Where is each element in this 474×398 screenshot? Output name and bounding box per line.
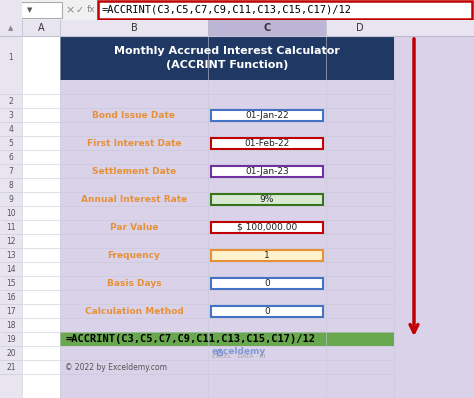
Text: =ACCRINT(C3,C5,C7,C9,C11,C13,C15,C17)/12: =ACCRINT(C3,C5,C7,C9,C11,C13,C15,C17)/12 (66, 334, 316, 344)
Text: C: C (264, 23, 271, 33)
Text: 01-Feb-22: 01-Feb-22 (245, 139, 290, 148)
Text: ×: × (65, 5, 75, 15)
Text: 9: 9 (9, 195, 13, 203)
Text: 6: 6 (9, 152, 13, 162)
Text: 20: 20 (6, 349, 16, 357)
FancyBboxPatch shape (60, 36, 474, 398)
Text: 0: 0 (264, 306, 270, 316)
FancyBboxPatch shape (211, 277, 323, 289)
Text: Par Value: Par Value (110, 222, 158, 232)
Text: 18: 18 (6, 320, 16, 330)
Text: Settlement Date: Settlement Date (92, 166, 176, 176)
Text: 2: 2 (9, 96, 13, 105)
Text: $ 100,000.00: $ 100,000.00 (237, 222, 297, 232)
FancyBboxPatch shape (208, 20, 326, 36)
FancyBboxPatch shape (2, 2, 62, 18)
FancyBboxPatch shape (60, 36, 394, 80)
Text: 8: 8 (9, 181, 13, 189)
Text: Monthly Accrued Interest Calculator: Monthly Accrued Interest Calculator (114, 46, 340, 56)
Text: 13: 13 (6, 250, 16, 259)
Text: 14: 14 (6, 265, 16, 273)
Text: 1: 1 (9, 53, 13, 62)
FancyBboxPatch shape (60, 332, 394, 346)
FancyBboxPatch shape (22, 36, 60, 398)
Text: Basis Days: Basis Days (107, 279, 161, 287)
Text: ▲: ▲ (9, 25, 14, 31)
Text: Frequency: Frequency (108, 250, 160, 259)
Text: A: A (38, 23, 44, 33)
FancyBboxPatch shape (211, 222, 323, 232)
Text: fx: fx (87, 6, 95, 14)
Text: Calculation Method: Calculation Method (85, 306, 183, 316)
FancyBboxPatch shape (0, 20, 474, 36)
Text: 9%: 9% (260, 195, 274, 203)
FancyBboxPatch shape (211, 109, 323, 121)
Text: D: D (356, 23, 364, 33)
Text: Bond Issue Date: Bond Issue Date (92, 111, 175, 119)
Text: 3: 3 (9, 111, 13, 119)
Text: 12: 12 (6, 236, 16, 246)
Text: ▼: ▼ (27, 7, 33, 13)
Text: 5: 5 (9, 139, 13, 148)
FancyBboxPatch shape (211, 166, 323, 176)
FancyBboxPatch shape (0, 0, 22, 398)
FancyBboxPatch shape (98, 1, 472, 19)
Text: 01-Jan-23: 01-Jan-23 (245, 166, 289, 176)
Text: exceldemy: exceldemy (212, 347, 266, 355)
FancyBboxPatch shape (211, 137, 323, 148)
Text: 01-Jan-22: 01-Jan-22 (245, 111, 289, 119)
Text: ✓: ✓ (76, 5, 84, 15)
Text: 15: 15 (6, 279, 16, 287)
Text: 19: 19 (6, 334, 16, 343)
Text: EXCEL · DATA · BI: EXCEL · DATA · BI (212, 353, 266, 359)
FancyBboxPatch shape (0, 0, 474, 20)
Text: Annual Interest Rate: Annual Interest Rate (81, 195, 187, 203)
Text: 1: 1 (264, 250, 270, 259)
Text: © 2022 by Exceldemy.com: © 2022 by Exceldemy.com (65, 363, 167, 371)
FancyBboxPatch shape (211, 250, 323, 261)
Text: =ACCRINT(C3,C5,C7,C9,C11,C13,C15,C17)/12: =ACCRINT(C3,C5,C7,C9,C11,C13,C15,C17)/12 (102, 5, 352, 15)
FancyBboxPatch shape (211, 193, 323, 205)
FancyBboxPatch shape (211, 306, 323, 316)
Text: B: B (131, 23, 137, 33)
Text: 21: 21 (6, 363, 16, 371)
Text: 16: 16 (6, 293, 16, 302)
Text: 0: 0 (264, 279, 270, 287)
Text: 10: 10 (6, 209, 16, 217)
Text: 7: 7 (9, 166, 13, 176)
Text: First Interest Date: First Interest Date (87, 139, 182, 148)
Text: 4: 4 (9, 125, 13, 133)
Text: 17: 17 (6, 306, 16, 316)
Text: ⌂: ⌂ (215, 347, 223, 359)
Text: 11: 11 (6, 222, 16, 232)
Text: (ACCRINT Function): (ACCRINT Function) (166, 60, 288, 70)
